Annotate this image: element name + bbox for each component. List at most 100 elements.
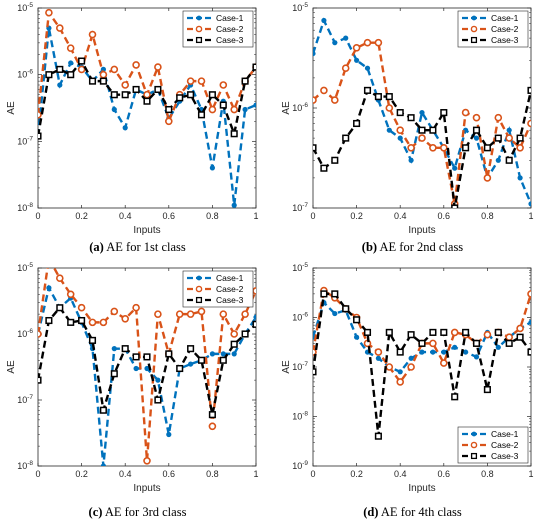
- data-point: [430, 349, 436, 355]
- data-point: [374, 38, 383, 47]
- data-point: [78, 316, 86, 325]
- data-point: [408, 157, 414, 163]
- data-point: [364, 65, 371, 71]
- data-point: [197, 111, 206, 119]
- data-point: [99, 77, 107, 85]
- data-point: [472, 113, 481, 122]
- data-point: [230, 105, 238, 114]
- data-point: [57, 82, 63, 88]
- legend-label: Case-1: [491, 429, 519, 439]
- data-point: [494, 328, 502, 336]
- x-tick-label: 0.4: [394, 469, 407, 479]
- x-tick-label: 0.4: [119, 211, 132, 221]
- y-tick-label: 10-6: [292, 312, 308, 323]
- data-point: [473, 354, 480, 360]
- data-point: [121, 91, 129, 99]
- legend-label: Case-3: [491, 451, 519, 461]
- data-point: [440, 328, 448, 336]
- data-point: [517, 175, 523, 181]
- data-point: [67, 71, 75, 79]
- series-case-3: [313, 290, 531, 440]
- y-tick-label: 10-7: [292, 202, 308, 213]
- y-axis-label: AE: [6, 360, 17, 374]
- chart-panel-c: 0 0.2 0.4 0.6 0.8 1 10-8 10-7 10-6 10-5 Inputs AE Ca…: [0, 258, 275, 504]
- y-tick-label: 10-5: [292, 2, 308, 13]
- y-tick-label: 10-6: [17, 69, 33, 80]
- legend-marker: [470, 25, 478, 33]
- data-point: [528, 201, 531, 207]
- data-point: [176, 364, 184, 373]
- x-tick-label: 0.8: [481, 211, 494, 221]
- series-line: [313, 17, 531, 205]
- data-point: [452, 165, 458, 171]
- data-point: [188, 361, 194, 367]
- data-point: [241, 310, 249, 318]
- legend-marker: [470, 452, 478, 460]
- data-point: [66, 290, 75, 299]
- data-point: [440, 359, 448, 367]
- x-tick-label: 0.8: [206, 469, 219, 479]
- data-point: [505, 134, 513, 142]
- x-tick-label: 0.8: [481, 469, 494, 479]
- legend-marker: [196, 15, 202, 21]
- legend-marker: [195, 296, 203, 304]
- series-case-3: [38, 304, 256, 419]
- data-point: [154, 310, 162, 318]
- data-point: [99, 406, 107, 414]
- legend-marker: [471, 15, 477, 21]
- data-point: [506, 127, 512, 133]
- data-point: [463, 349, 469, 355]
- data-point: [110, 91, 118, 99]
- data-point: [321, 17, 327, 24]
- legend-label: Case-1: [216, 273, 244, 283]
- data-point: [418, 339, 426, 347]
- data-point: [527, 119, 531, 128]
- y-tick-label: 10-8: [17, 460, 33, 471]
- data-point: [187, 91, 195, 99]
- data-point: [186, 310, 195, 318]
- x-tick-label: 0.2: [75, 211, 88, 221]
- series-case-3: [313, 86, 531, 208]
- y-tick-label: 10-6: [292, 102, 308, 113]
- data-point: [440, 109, 448, 117]
- data-point: [55, 274, 64, 283]
- data-point: [516, 143, 524, 152]
- data-point: [494, 134, 502, 142]
- data-point: [342, 305, 350, 313]
- data-point: [313, 348, 317, 356]
- data-point: [241, 77, 249, 85]
- data-point: [208, 91, 216, 99]
- data-point: [363, 328, 372, 336]
- data-point: [385, 363, 394, 371]
- data-point: [231, 351, 237, 357]
- y-tick-label: 10-8: [292, 411, 308, 422]
- legend-label: Case-3: [216, 35, 244, 45]
- x-tick-label: 0.6: [438, 469, 451, 479]
- y-tick-label: 10-6: [17, 328, 33, 339]
- y-tick-label: 10-5: [17, 262, 33, 273]
- y-axis-label: AE: [281, 101, 292, 115]
- data-point: [472, 339, 481, 347]
- data-point: [516, 324, 524, 333]
- data-point: [483, 386, 491, 394]
- x-tick-label: 0.6: [163, 469, 176, 479]
- data-point: [219, 310, 228, 318]
- series-line: [313, 88, 531, 208]
- data-point: [165, 117, 173, 126]
- legend-box: [182, 10, 254, 48]
- data-point: [354, 334, 360, 340]
- data-point: [353, 316, 361, 324]
- data-point: [397, 135, 403, 141]
- data-point: [78, 57, 86, 65]
- data-point: [252, 287, 256, 295]
- legend-label: Case-1: [491, 13, 519, 23]
- data-point: [197, 356, 206, 364]
- data-point: [99, 318, 108, 327]
- data-point: [483, 330, 492, 339]
- data-point: [313, 144, 317, 152]
- legend-marker: [471, 431, 477, 437]
- data-point: [132, 303, 140, 312]
- data-point: [77, 65, 86, 74]
- data-point: [165, 350, 173, 358]
